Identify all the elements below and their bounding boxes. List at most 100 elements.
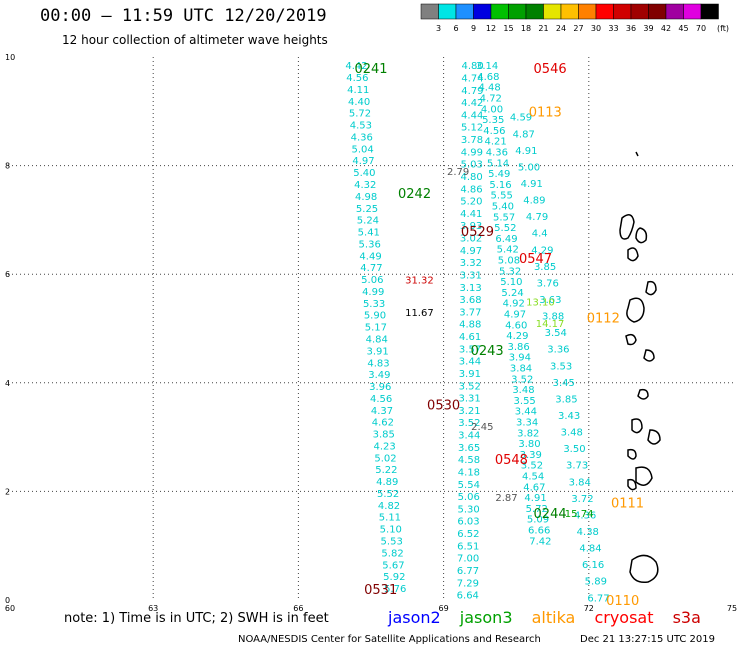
wave-height-value: 3.57	[459, 344, 481, 355]
legend-tick-label: 6	[453, 24, 458, 33]
wave-height-value: 4.11	[347, 85, 369, 96]
wave-height-value: 4.74	[461, 73, 483, 84]
legend-tick-label: 24	[556, 24, 566, 33]
wave-height-value: 5.52	[377, 489, 399, 500]
wave-height-value: 6.66	[528, 525, 550, 536]
wave-height-value: 4.56	[346, 73, 368, 84]
wave-height-value: 3.53	[550, 361, 572, 372]
wave-height-value: 6.77	[587, 593, 609, 604]
wave-height-value: 4.44	[461, 110, 483, 121]
legend-tick-label: 39	[643, 24, 653, 33]
wave-height-value: 3.48	[561, 428, 583, 439]
wave-height-special-value: 15.74	[565, 509, 594, 520]
legend-color-box	[420, 3, 439, 20]
wave-height-value: 5.72	[349, 109, 371, 120]
wave-height-value: 3.39	[520, 450, 542, 461]
wave-height-value: 6.03	[457, 517, 479, 528]
island-outline	[647, 429, 661, 445]
x-tick-label: 66	[293, 604, 303, 613]
legend-color-box	[525, 3, 544, 20]
wave-height-value: 5.53	[381, 537, 403, 548]
wave-height-value: 4.21	[484, 137, 506, 148]
wave-height-value: 4.83	[367, 358, 389, 369]
legend-tick-label: 36	[626, 24, 636, 33]
wave-height-value: 3.68	[459, 295, 481, 306]
pass-label: 0548	[495, 453, 528, 468]
wave-height-value: 3.77	[459, 307, 481, 318]
island-outline	[626, 297, 645, 323]
wave-height-value: 5.10	[500, 277, 522, 288]
wave-height-value: 5.89	[585, 577, 607, 588]
legend-color-box	[630, 3, 649, 20]
wave-height-value: 5.06	[361, 275, 383, 286]
wave-height-value: 4.36	[351, 132, 373, 143]
pass-label: 0530	[427, 399, 460, 414]
wave-height-value: 5.90	[364, 311, 386, 322]
wave-height-value: 4.88	[459, 320, 481, 331]
wave-height-value: 5.41	[358, 228, 380, 239]
wave-height-value: 3.65	[458, 443, 480, 454]
island-outline	[637, 388, 649, 400]
wave-height-value: 5.33	[363, 299, 385, 310]
wave-height-value: 3.14	[476, 61, 498, 72]
wave-height-value: 4.54	[522, 471, 544, 482]
wave-height-value: 4.36	[574, 510, 596, 521]
wave-height-value: 5.35	[482, 115, 504, 126]
pass-label: 0112	[587, 312, 620, 327]
pass-label: 0244	[534, 507, 567, 522]
legend-tick-label: 15	[503, 24, 513, 33]
pass-label: 0243	[471, 344, 504, 359]
wave-height-value: 5.82	[381, 548, 403, 559]
wave-height-value: 4.84	[579, 544, 601, 555]
wave-height-value: 4.99	[461, 147, 483, 158]
legend-color-box	[683, 3, 702, 20]
wave-height-value: 5.20	[460, 197, 482, 208]
wave-height-value: 4.87	[513, 129, 535, 140]
wave-height-value: 3.52	[511, 374, 533, 385]
sat-altika: altika	[531, 608, 576, 627]
wave-height-value: 3.43	[558, 411, 580, 422]
wave-height-value: 5.11	[379, 513, 401, 524]
wave-height-value: 3.44	[515, 407, 537, 418]
wave-height-value: 5.22	[375, 465, 397, 476]
footer-credit: NOAA/NESDIS Center for Satellite Applica…	[238, 634, 541, 645]
wave-height-value: 6.51	[457, 541, 479, 552]
wave-height-value: 4.84	[366, 334, 388, 345]
wave-height-value: 4.97	[352, 156, 374, 167]
wave-height-value: 3.86	[507, 342, 529, 353]
wave-height-value: 4.91	[521, 179, 543, 190]
wave-height-value: 5.24	[357, 216, 379, 227]
sat-cryosat: cryosat	[594, 608, 654, 627]
wave-height-value: 5.30	[457, 504, 479, 515]
wave-height-value: 4.62	[372, 418, 394, 429]
wave-height-value: 4.42	[345, 61, 367, 72]
wave-height-value: 5.55	[491, 191, 513, 202]
wave-height-value: 3.91	[366, 346, 388, 357]
legend-color-box	[438, 3, 457, 20]
wave-height-value: 3.88	[542, 312, 564, 323]
legend-color-box	[613, 3, 632, 20]
island-outline	[629, 554, 659, 584]
legend-color-box	[473, 3, 492, 20]
wave-height-value: 4.36	[486, 148, 508, 159]
pass-label: 0113	[529, 105, 562, 120]
wave-height-value: 5.52	[494, 223, 516, 234]
wave-height-value: 4.72	[480, 94, 502, 105]
wave-height-value: 3.91	[459, 369, 481, 380]
wave-height-value: 5.17	[365, 323, 387, 334]
legend-tick-label: 45	[678, 24, 688, 33]
wave-height-value: 6.64	[457, 591, 479, 602]
wave-height-value: 3.76	[537, 278, 559, 289]
wave-height-value: 3.52	[459, 381, 481, 392]
wave-height-value: 3.78	[461, 135, 483, 146]
wave-height-value: 5.25	[356, 204, 378, 215]
pass-label: 0111	[611, 496, 644, 511]
wave-height-value: 5.24	[501, 288, 523, 299]
wave-height-value: 3.13	[459, 283, 481, 294]
wave-height-value: 4.18	[458, 467, 480, 478]
wave-height-value: 3.80	[518, 439, 540, 450]
wave-height-value: 5.36	[359, 239, 381, 250]
wave-height-value: 5.54	[458, 480, 480, 491]
pass-label: 0531	[364, 583, 397, 598]
wave-height-value: 4.89	[523, 196, 545, 207]
